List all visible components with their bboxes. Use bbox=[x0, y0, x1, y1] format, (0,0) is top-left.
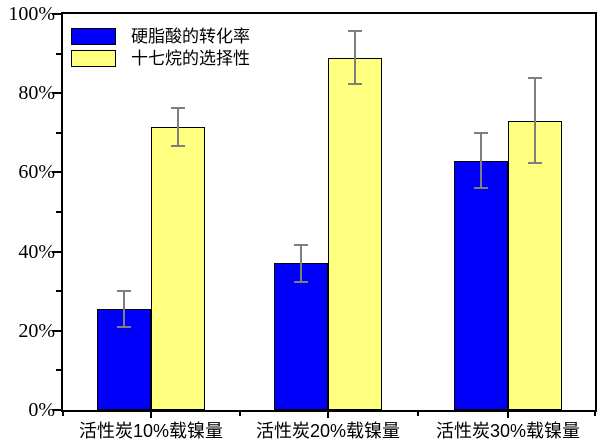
y-axis-label-100: 100% bbox=[8, 3, 55, 25]
error-bar-cap-top bbox=[171, 107, 185, 110]
error-bar-stem bbox=[354, 29, 356, 86]
error-bar-cap-top bbox=[348, 29, 362, 32]
y-axis-label-60: 60% bbox=[18, 161, 55, 183]
error-bar-stem bbox=[123, 290, 125, 328]
x-axis-label-group3: 活性炭30%载镍量 bbox=[435, 421, 581, 441]
bar-group2-series2 bbox=[328, 57, 382, 410]
y-axis-label-40: 40% bbox=[18, 241, 55, 263]
x-axis-label-group2: 活性炭20%载镍量 bbox=[255, 421, 401, 441]
y-axis-label-80: 80% bbox=[18, 82, 55, 104]
x-major-tick bbox=[150, 410, 152, 418]
error-bar-stem bbox=[480, 131, 482, 190]
y-major-tick bbox=[52, 409, 61, 411]
bar-group3-series1 bbox=[454, 160, 508, 410]
y-major-tick bbox=[52, 171, 61, 174]
error-bar-cap-bottom bbox=[294, 281, 308, 284]
y-major-tick bbox=[52, 329, 61, 332]
x-minor-tick bbox=[238, 410, 241, 416]
error-bar-cap-top bbox=[294, 243, 308, 246]
y-minor-tick bbox=[56, 290, 61, 293]
legend-swatch-yellow bbox=[71, 50, 116, 67]
x-minor-tick bbox=[417, 410, 419, 416]
legend-label-conversion: 硬脂酸的转化率 bbox=[131, 27, 250, 46]
x-major-tick bbox=[507, 410, 509, 418]
error-bar-stem bbox=[177, 107, 179, 147]
y-minor-tick bbox=[56, 131, 61, 134]
error-bar-cap-bottom bbox=[474, 187, 488, 190]
error-bar-cap-top bbox=[528, 77, 542, 80]
bar-group1-series2 bbox=[151, 126, 205, 410]
bar-group3-series2 bbox=[508, 120, 562, 410]
y-minor-tick bbox=[56, 211, 61, 213]
error-bar-cap-bottom bbox=[117, 325, 131, 328]
error-bar-cap-top bbox=[474, 131, 488, 134]
y-axis-label-20: 20% bbox=[18, 320, 55, 342]
y-axis-label-0: 0% bbox=[28, 399, 55, 421]
legend-swatch-blue bbox=[71, 28, 116, 45]
plot-area: 硬脂酸的转化率 十七烷的选择性 bbox=[61, 12, 597, 412]
x-axis-label-group1: 活性炭10%载镍量 bbox=[78, 421, 224, 441]
error-bar-cap-bottom bbox=[348, 83, 362, 86]
y-major-tick bbox=[52, 13, 61, 15]
y-minor-tick bbox=[56, 52, 61, 55]
error-bar-cap-bottom bbox=[528, 162, 542, 165]
error-bar-stem bbox=[300, 243, 302, 284]
error-bar-cap-bottom bbox=[171, 144, 185, 147]
x-major-tick bbox=[327, 410, 329, 418]
legend-label-selectivity: 十七烷的选择性 bbox=[131, 49, 250, 68]
y-major-tick bbox=[52, 92, 61, 95]
x-minor-tick bbox=[594, 410, 596, 416]
error-bar-cap-top bbox=[117, 290, 131, 293]
bar-group2-series1 bbox=[274, 263, 328, 410]
y-minor-tick bbox=[56, 369, 61, 372]
y-major-tick bbox=[52, 250, 61, 253]
error-bar-stem bbox=[534, 77, 536, 165]
x-minor-tick bbox=[62, 410, 64, 416]
